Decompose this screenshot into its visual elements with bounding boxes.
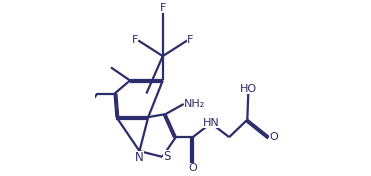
Text: N: N — [135, 151, 144, 164]
Text: O: O — [269, 132, 278, 142]
Text: S: S — [164, 150, 171, 163]
Text: NH₂: NH₂ — [184, 99, 205, 109]
Text: HN: HN — [203, 118, 219, 128]
Text: F: F — [187, 35, 194, 45]
Text: F: F — [160, 2, 166, 12]
Text: F: F — [132, 35, 138, 45]
Text: O: O — [188, 163, 197, 173]
Text: HO: HO — [240, 84, 257, 94]
